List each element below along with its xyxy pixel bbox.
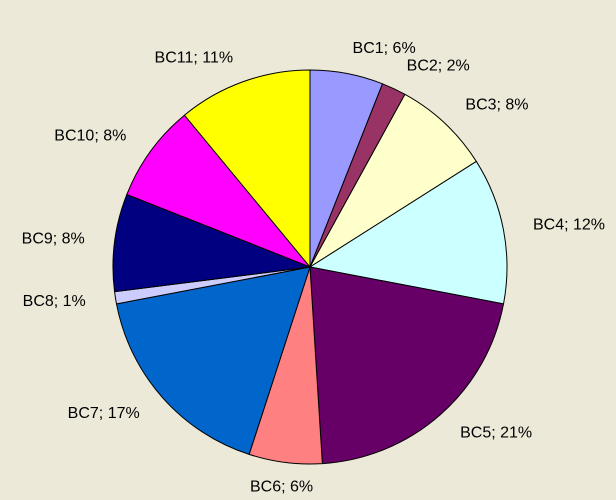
slice-label: BC7; 17% — [68, 405, 140, 422]
pie-slice — [112, 193, 311, 293]
slice-label: BC6; 6% — [250, 478, 313, 495]
pie-slice — [309, 93, 478, 268]
pie-slice — [115, 266, 311, 455]
slice-label: BC8; 1% — [23, 293, 86, 310]
slice-label: BC9; 8% — [22, 230, 85, 247]
pie-slice — [308, 160, 508, 305]
slice-label: BC10; 8% — [54, 128, 126, 145]
pie-slice — [183, 69, 311, 269]
pie-slice — [309, 266, 505, 465]
slice-label: BC11; 11% — [155, 49, 234, 66]
slice-label: BC4; 12% — [533, 217, 605, 234]
slice-label: BC2; 2% — [407, 57, 470, 74]
slice-label: BC1; 6% — [353, 40, 416, 57]
slice-label: BC5; 21% — [460, 425, 532, 442]
slice-label: BC3; 8% — [465, 96, 528, 113]
pie-slice — [126, 114, 311, 268]
